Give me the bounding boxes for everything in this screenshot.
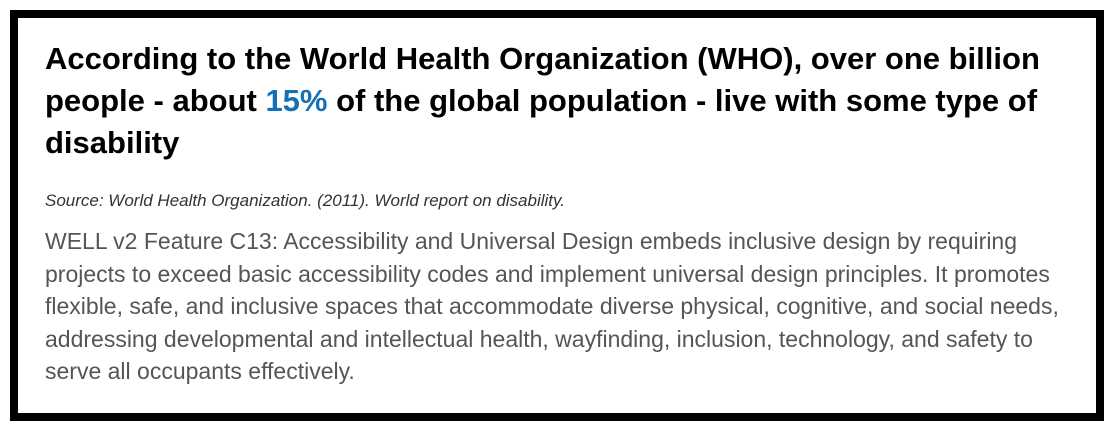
info-card: According to the World Health Organizati…: [10, 10, 1104, 421]
headline-text-after: of the global population - live with som…: [45, 83, 1038, 160]
feature-description: WELL v2 Feature C13: Accessibility and U…: [45, 228, 1059, 384]
headline-highlight-percentage: 15%: [265, 83, 328, 118]
headline-text-before: According to the World Health Organizati…: [45, 41, 1040, 118]
headline: According to the World Health Organizati…: [45, 38, 1075, 164]
source-citation: Source: World Health Organization. (2011…: [45, 191, 565, 210]
